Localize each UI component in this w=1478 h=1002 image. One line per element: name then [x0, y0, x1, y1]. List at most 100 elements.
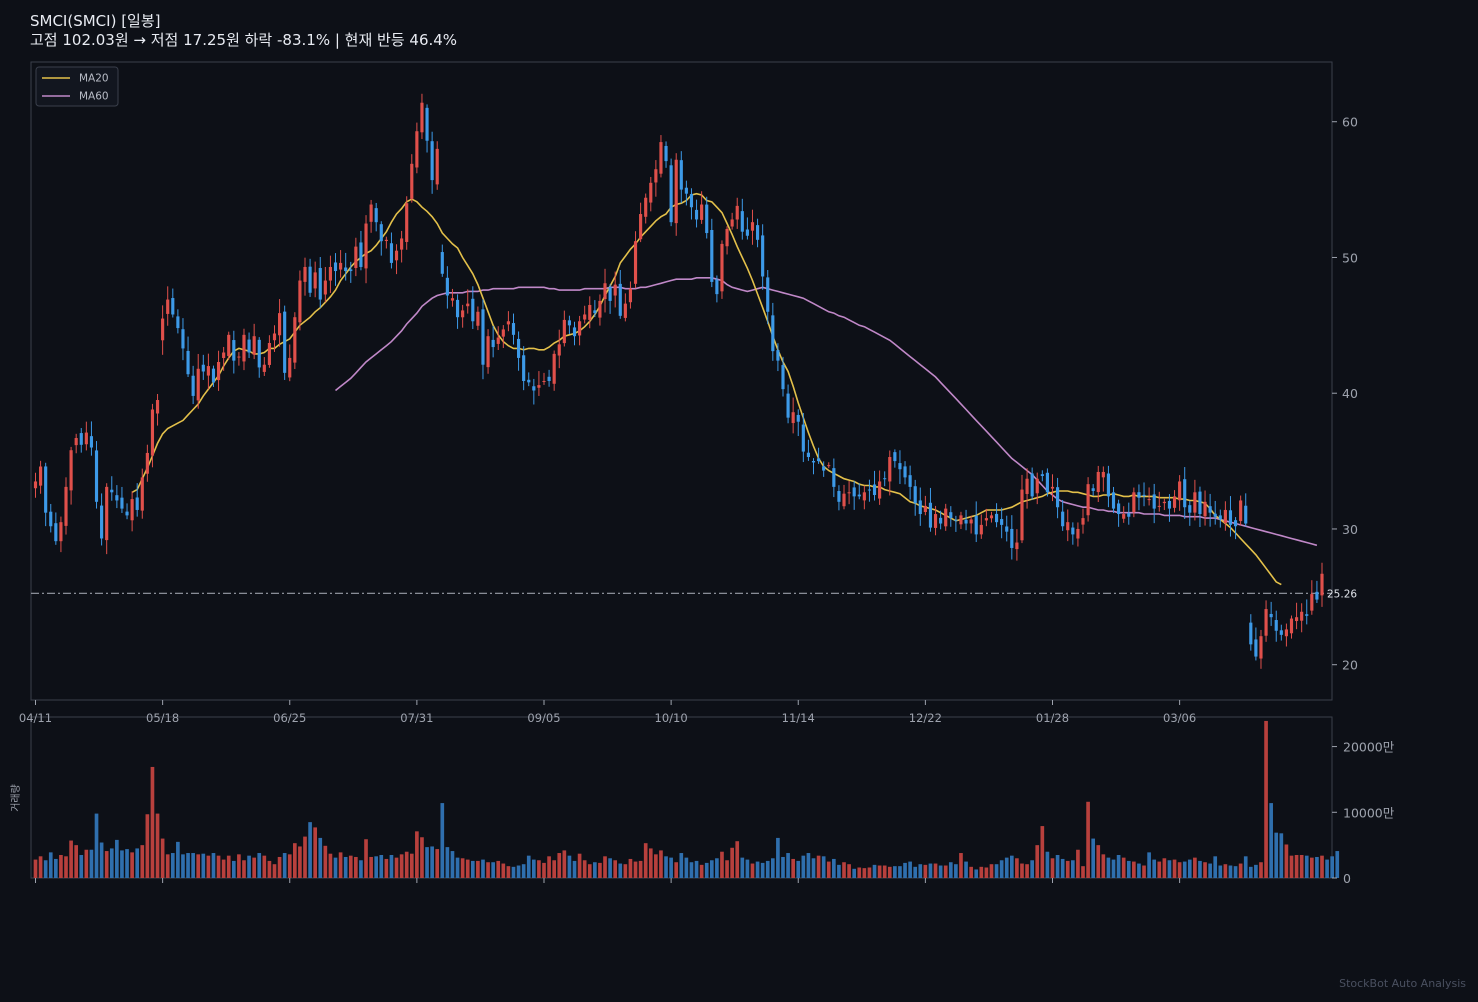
candle-body	[771, 315, 775, 352]
volume-bar	[877, 865, 882, 878]
candle-body	[649, 182, 653, 203]
candle-body	[969, 519, 973, 524]
x-tick-label: 10/10	[655, 711, 688, 725]
price-y-tick-label: 30	[1342, 522, 1358, 537]
volume-bar	[684, 857, 689, 878]
volume-bar	[1025, 864, 1029, 878]
volume-bar	[938, 865, 943, 878]
candle-body	[1239, 500, 1243, 522]
candle-body	[1208, 506, 1212, 513]
candle-body	[1081, 518, 1085, 525]
ma20-line	[131, 192, 1282, 586]
candle-body	[1015, 542, 1019, 550]
x-tick-label: 07/31	[400, 711, 433, 725]
volume-bar	[1335, 851, 1340, 878]
x-tick-label: 01/28	[1036, 711, 1069, 725]
candle-body	[44, 466, 48, 513]
legend-ma60-label: MA60	[79, 91, 109, 103]
candle-body	[145, 452, 149, 474]
volume-bar	[1299, 855, 1304, 878]
volume-bar	[633, 861, 638, 878]
volume-bar	[318, 837, 323, 878]
volume-bar	[659, 850, 663, 878]
candle-body	[562, 319, 566, 344]
candle-body	[501, 329, 505, 337]
candle-body	[547, 376, 551, 381]
volume-bar	[1116, 855, 1121, 878]
candle-body	[786, 393, 790, 418]
volume-bar	[669, 857, 673, 878]
volume-bar	[237, 854, 241, 878]
volume-bar	[928, 863, 933, 878]
candle-body	[801, 424, 805, 452]
volume-bar	[38, 856, 43, 878]
volume-bar	[1137, 863, 1141, 878]
candle-body	[216, 361, 221, 381]
candle-body	[79, 433, 83, 445]
candle-body	[374, 208, 378, 223]
candle-body	[33, 481, 38, 489]
volume-bar	[1218, 865, 1223, 878]
volume-bar	[1121, 857, 1126, 878]
volume-bar	[674, 862, 679, 878]
candle-body	[888, 457, 892, 482]
candle-body	[491, 339, 495, 348]
candle-body	[862, 492, 866, 501]
volume-bar	[181, 854, 185, 878]
volume-bar	[542, 862, 546, 878]
volume-bar	[1243, 856, 1248, 878]
candle-body	[1020, 489, 1024, 541]
price-panel-frame	[30, 61, 1333, 701]
candle-body	[196, 368, 200, 401]
candle-body	[49, 511, 53, 527]
volume-bar	[679, 853, 684, 878]
candle-body	[1320, 573, 1324, 596]
candle-body	[150, 409, 155, 456]
candle-body	[944, 508, 948, 527]
volume-bar	[308, 822, 312, 878]
candle-body	[730, 219, 734, 227]
candle-body	[384, 239, 388, 242]
volume-bar	[74, 845, 79, 878]
volume-bar	[943, 865, 948, 878]
volume-bar	[760, 862, 765, 878]
volume-bar	[1004, 857, 1009, 878]
volume-bar	[399, 854, 404, 878]
volume-bar	[435, 849, 440, 878]
candle-body	[1223, 509, 1227, 524]
candle-body	[710, 229, 714, 282]
volume-bar	[933, 863, 938, 878]
volume-bar	[109, 848, 114, 878]
volume-bar	[969, 866, 973, 878]
volume-bar	[379, 855, 384, 878]
candle-body	[349, 269, 353, 272]
volume-bar	[104, 851, 109, 878]
candle-body	[542, 381, 546, 382]
volume-bar	[155, 813, 160, 878]
volume-bar	[1259, 862, 1263, 878]
candle-body	[171, 298, 175, 315]
volume-bar	[1264, 720, 1268, 878]
candle-body	[679, 160, 683, 190]
volume-bar	[48, 852, 53, 878]
volume-bar	[343, 856, 348, 878]
candle-body	[578, 321, 582, 336]
candle-body	[552, 353, 556, 384]
volume-bar	[791, 858, 795, 878]
candle-body	[898, 463, 902, 470]
candle-body	[852, 487, 856, 497]
volume-bar	[918, 864, 923, 878]
volume-bar	[964, 861, 968, 878]
volume-bar	[862, 868, 867, 878]
price-y-tick-label: 60	[1342, 115, 1358, 130]
candle-body	[1152, 494, 1156, 509]
volume-bar	[816, 855, 821, 878]
candle-body	[567, 320, 571, 326]
candle-body	[837, 491, 841, 502]
volume-bar	[709, 860, 714, 878]
volume-bar	[898, 866, 902, 878]
volume-bar	[486, 862, 490, 878]
volume-bar	[84, 849, 89, 878]
candle-body	[949, 512, 953, 519]
volume-bar	[282, 853, 287, 878]
